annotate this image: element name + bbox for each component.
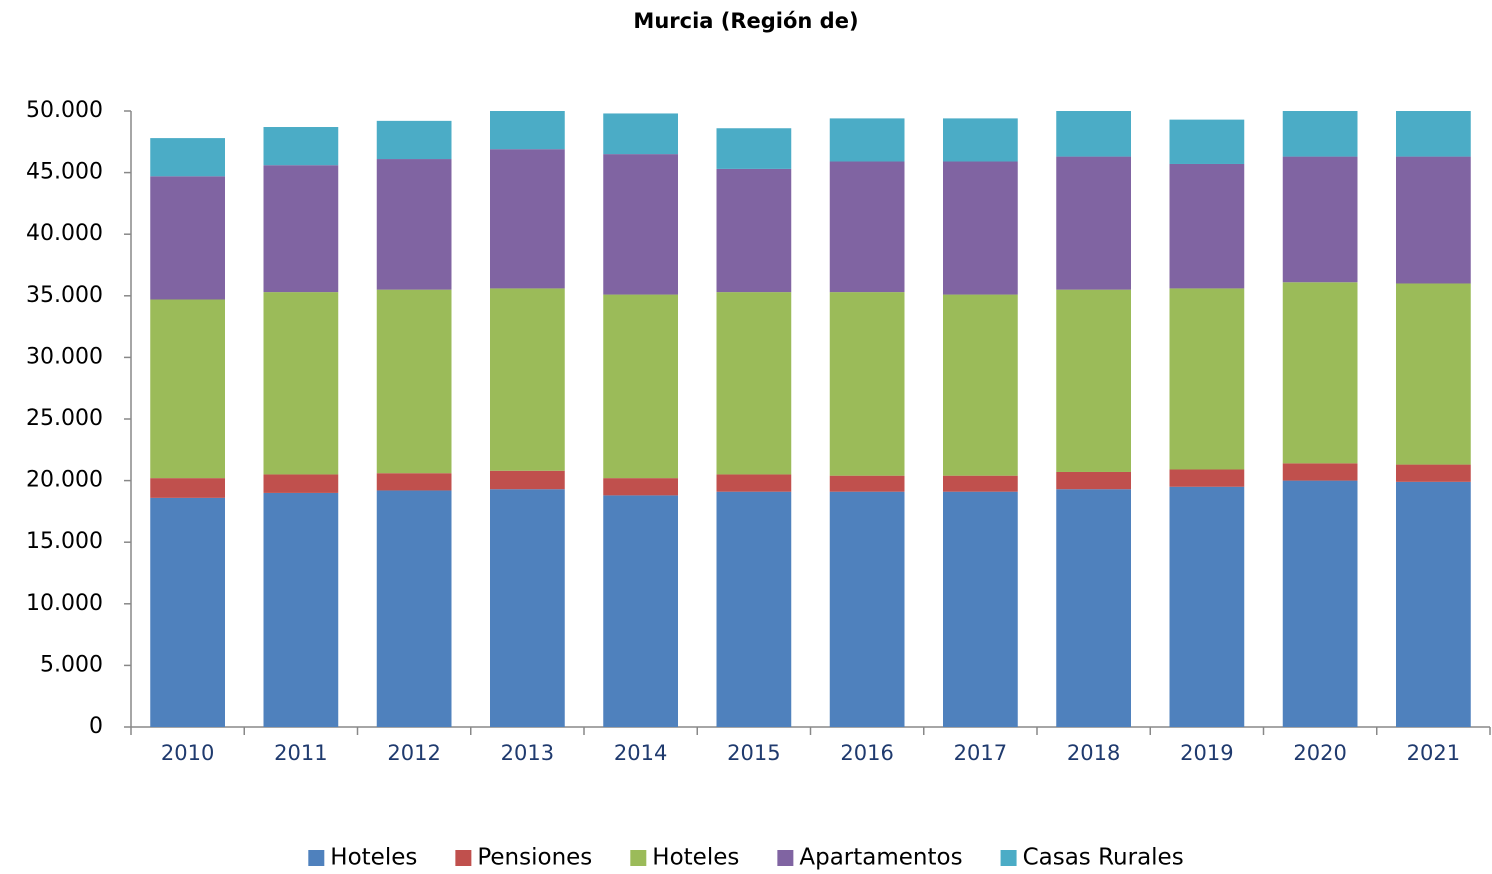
bar-segment	[490, 489, 565, 727]
bar-segment	[1282, 111, 1358, 157]
bar-segment	[943, 161, 1018, 295]
bar-segment	[603, 113, 678, 155]
bar-segment	[829, 118, 905, 162]
x-tick-label: 2016	[840, 741, 893, 765]
y-tick-label: 5.000	[40, 652, 103, 677]
bar-segment	[490, 288, 565, 471]
bar-segment	[150, 176, 225, 300]
bar-segment	[1396, 464, 1471, 482]
legend-swatch	[777, 850, 794, 866]
y-tick-label: 25.000	[26, 406, 103, 431]
x-tick-label: 2019	[1180, 741, 1233, 765]
bar-segment	[716, 292, 792, 475]
bar-segment	[263, 165, 339, 293]
bar-segment	[263, 127, 339, 166]
bar-segment	[829, 475, 905, 492]
bar-segment	[829, 161, 905, 293]
x-tick-label: 2014	[614, 741, 667, 765]
legend-swatch	[630, 850, 647, 866]
legend-label: Hoteles	[652, 845, 739, 871]
x-tick-label: 2013	[501, 741, 554, 765]
bar-segment	[943, 491, 1018, 727]
bar-segment	[1396, 283, 1471, 465]
bar-segment	[490, 149, 565, 289]
bar-segment	[263, 292, 339, 475]
bar-segment	[943, 294, 1018, 476]
y-tick-label: 10.000	[26, 591, 103, 616]
x-tick-label: 2018	[1067, 741, 1120, 765]
y-tick-label: 15.000	[26, 529, 103, 554]
bar-segment	[1396, 111, 1471, 157]
bar-segment	[829, 491, 905, 727]
x-tick-label: 2011	[274, 741, 327, 765]
bar-segment	[376, 473, 452, 491]
bar-segment	[716, 491, 792, 727]
y-tick-label: 35.000	[26, 283, 103, 308]
bar-segment	[829, 292, 905, 476]
x-tick-label: 2015	[727, 741, 780, 765]
bar-segment	[603, 478, 678, 496]
bar-segment	[1396, 156, 1471, 284]
x-tick-label: 2017	[954, 741, 1007, 765]
x-tick-label: 2020	[1293, 741, 1346, 765]
bar-segment	[490, 470, 565, 490]
bar-segment	[603, 495, 678, 727]
bar-segment	[716, 128, 792, 169]
bar-segment	[943, 118, 1018, 162]
x-tick-label: 2010	[161, 741, 214, 765]
bar-segment	[376, 490, 452, 727]
bar-segment	[1169, 486, 1245, 727]
bar-segment	[1169, 119, 1245, 164]
chart-title: Murcia (Región de)	[633, 9, 858, 33]
legend-label: Apartamentos	[799, 845, 962, 871]
bar-segment	[376, 159, 452, 290]
x-tick-label: 2012	[387, 741, 440, 765]
bar-segment	[1169, 163, 1245, 289]
bar-segment	[263, 492, 339, 727]
x-tick-label: 2021	[1407, 741, 1460, 765]
bar-segment	[603, 154, 678, 295]
bar-segment	[150, 497, 225, 727]
y-tick-label: 20.000	[26, 468, 103, 493]
bar-segment	[943, 475, 1018, 492]
bar-segment	[1282, 282, 1358, 464]
y-tick-label: 50.000	[26, 98, 103, 123]
legend-label: Hoteles	[330, 845, 417, 871]
bar-segment	[1056, 111, 1131, 157]
bar-segment	[490, 111, 565, 150]
bar-segment	[1282, 156, 1358, 283]
y-tick-label: 30.000	[26, 344, 103, 369]
legend-swatch	[308, 850, 325, 866]
y-tick-label: 40.000	[26, 221, 103, 246]
bar-segment	[1282, 463, 1358, 481]
bar-segment	[716, 168, 792, 293]
bar-segment	[1282, 480, 1358, 727]
bar-segment	[150, 138, 225, 177]
bar-segment	[716, 474, 792, 492]
y-tick-label: 0	[89, 714, 103, 739]
bar-segment	[376, 120, 452, 160]
bar-segment	[1056, 489, 1131, 727]
legend-swatch	[455, 850, 472, 866]
bar-segment	[1396, 481, 1471, 727]
bar-segment	[1056, 289, 1131, 472]
bar-segment	[1169, 288, 1245, 470]
legend-label: Casas Rurales	[1023, 845, 1184, 871]
y-tick-label: 45.000	[26, 160, 103, 185]
bar-segment	[1169, 469, 1245, 487]
bar-segment	[1056, 156, 1131, 290]
bar-segment	[150, 299, 225, 479]
legend-swatch	[1000, 850, 1017, 866]
bar-segment	[1056, 471, 1131, 490]
bar-segment	[376, 289, 452, 474]
bar-segment	[603, 294, 678, 479]
legend-label: Pensiones	[477, 845, 592, 871]
bar-segment	[150, 478, 225, 498]
bar-segment	[263, 474, 339, 493]
